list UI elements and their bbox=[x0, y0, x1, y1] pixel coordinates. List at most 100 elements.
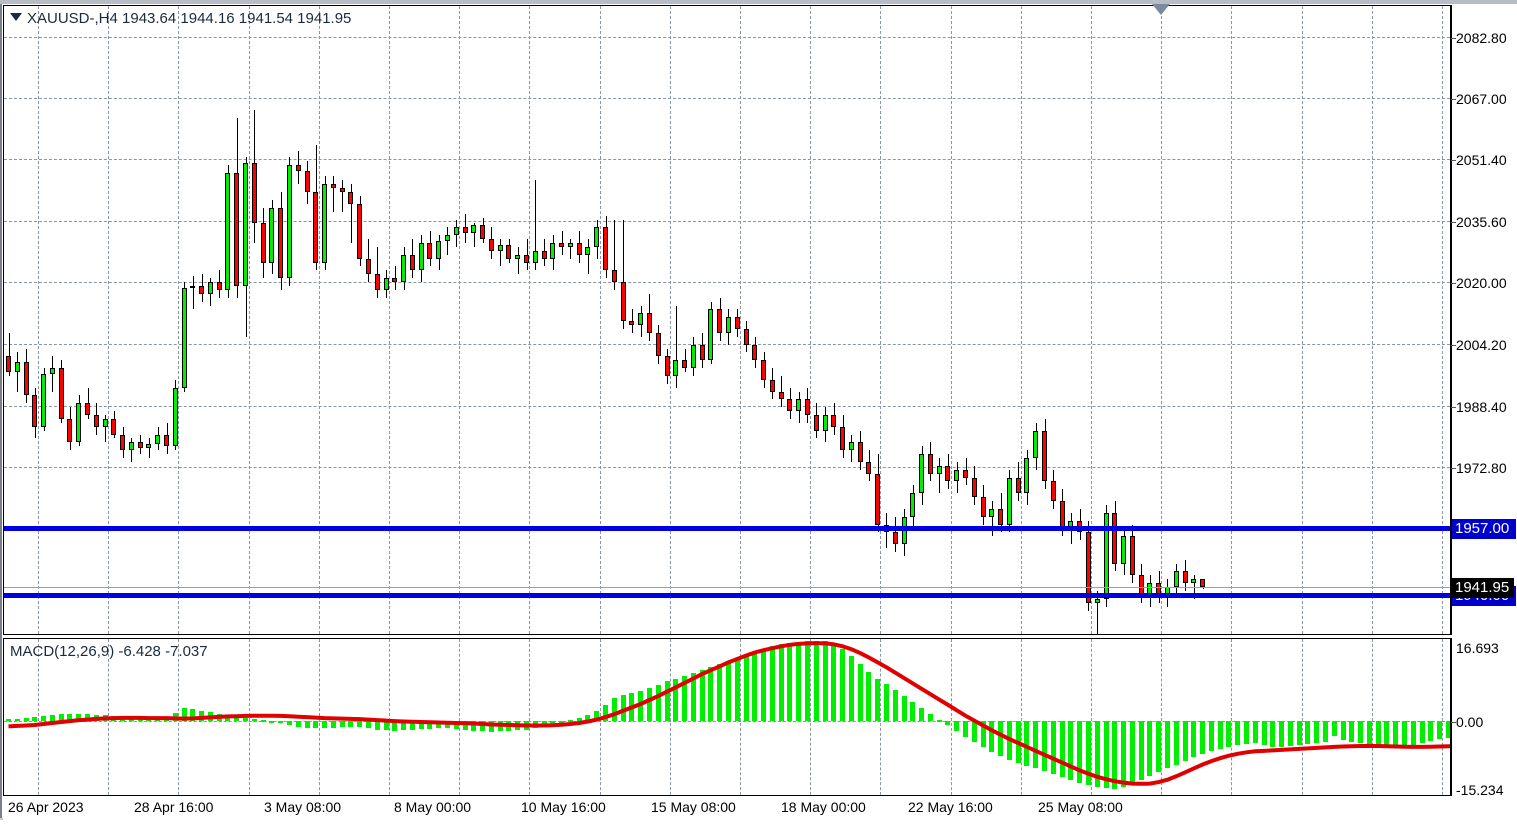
vertical-gridline bbox=[740, 639, 741, 795]
macd-histogram-bar bbox=[752, 652, 757, 721]
candle-bullish bbox=[1024, 458, 1029, 494]
price-level-line[interactable] bbox=[4, 526, 1450, 532]
macd-histogram-bar bbox=[1314, 720, 1319, 744]
candle-bullish bbox=[15, 362, 20, 372]
macd-plot-area[interactable] bbox=[4, 639, 1450, 795]
macd-histogram-bar bbox=[779, 644, 784, 721]
price-plot-area[interactable] bbox=[4, 6, 1450, 634]
candle-bearish bbox=[963, 469, 968, 478]
candle-bullish bbox=[585, 246, 590, 255]
macd-indicator-pane[interactable]: MACD(12,26,9) -6.428 -7.037 bbox=[3, 638, 1451, 796]
macd-tick-label: 0.00 bbox=[1456, 713, 1484, 730]
candle-bearish bbox=[6, 356, 11, 372]
candle-bearish bbox=[1060, 501, 1065, 529]
macd-histogram-bar bbox=[1104, 720, 1109, 788]
macd-histogram-bar bbox=[621, 695, 626, 721]
macd-histogram-bar bbox=[849, 656, 854, 721]
candle-bearish bbox=[656, 332, 661, 357]
vertical-gridline bbox=[1231, 639, 1232, 795]
vertical-gridline bbox=[1091, 639, 1092, 795]
candle-bearish bbox=[427, 242, 432, 259]
macd-histogram-bar bbox=[357, 720, 362, 728]
macd-histogram-bar bbox=[1209, 720, 1214, 751]
macd-label: MACD(12,26,9) -6.428 -7.037 bbox=[10, 643, 208, 660]
candle-bearish bbox=[682, 360, 687, 369]
triangle-down-icon[interactable] bbox=[10, 13, 22, 21]
price-scale-divider bbox=[1451, 5, 1452, 635]
macd-histogram-bar bbox=[945, 720, 950, 726]
horizontal-gridline bbox=[4, 159, 1450, 161]
candle-bullish bbox=[796, 399, 801, 412]
macd-histogram-bar bbox=[401, 720, 406, 731]
vertical-gridline bbox=[178, 6, 179, 634]
macd-histogram-bar bbox=[805, 641, 810, 721]
macd-histogram-bar bbox=[1446, 720, 1450, 739]
macd-histogram-bar bbox=[313, 720, 318, 729]
macd-histogram-bar bbox=[647, 688, 652, 721]
macd-histogram-bar bbox=[989, 720, 994, 752]
candle-bearish bbox=[489, 239, 494, 251]
candle-bearish bbox=[945, 465, 950, 482]
price-tick-mark bbox=[1451, 222, 1456, 224]
vertical-gridline bbox=[600, 6, 601, 634]
candle-wick bbox=[395, 266, 396, 290]
macd-histogram-bar bbox=[787, 642, 792, 721]
macd-histogram-bar bbox=[770, 646, 775, 721]
candle-wick bbox=[377, 246, 378, 298]
macd-histogram-bar bbox=[1376, 720, 1381, 745]
macd-scale[interactable]: 16.693 0.00 -15.234 bbox=[1451, 638, 1517, 798]
candle-bullish bbox=[910, 493, 915, 517]
macd-histogram-bar bbox=[682, 675, 687, 721]
price-tick-label: 2082.80 bbox=[1456, 29, 1507, 46]
vertical-gridline bbox=[459, 6, 460, 634]
candle-wick bbox=[588, 239, 589, 275]
price-level-line[interactable] bbox=[4, 592, 1450, 598]
vertical-gridline bbox=[38, 6, 39, 634]
candle-bearish bbox=[805, 399, 810, 416]
macd-histogram-bar bbox=[1428, 720, 1433, 742]
vertical-gridline bbox=[1021, 639, 1022, 795]
candle-bearish bbox=[340, 188, 345, 193]
macd-histogram-bar bbox=[577, 717, 582, 721]
vertical-gridline bbox=[249, 6, 250, 634]
candle-bearish bbox=[928, 454, 933, 474]
current-price-label: 1941.95 bbox=[1452, 578, 1514, 599]
macd-histogram-bar bbox=[392, 720, 397, 731]
candle-bearish bbox=[665, 356, 670, 376]
price-level-label[interactable]: 1957.00 bbox=[1452, 519, 1516, 540]
macd-histogram-bar bbox=[32, 716, 37, 721]
current-price-line bbox=[4, 587, 1450, 589]
candle-wick bbox=[518, 246, 519, 275]
vertical-gridline bbox=[1372, 6, 1373, 634]
macd-histogram-bar bbox=[919, 707, 924, 721]
vertical-gridline bbox=[319, 6, 320, 634]
macd-histogram-bar bbox=[287, 720, 292, 726]
candle-bullish bbox=[190, 285, 195, 288]
vertical-gridline bbox=[670, 6, 671, 634]
macd-histogram-bar bbox=[1262, 720, 1267, 745]
candle-bearish bbox=[296, 164, 301, 171]
macd-histogram-bar bbox=[1130, 720, 1135, 785]
price-scale[interactable]: 2082.80 2067.00 2051.40 2035.60 2020.00 2004.… bbox=[1451, 5, 1517, 635]
macd-histogram-bar bbox=[559, 720, 564, 723]
candle-bearish bbox=[612, 270, 617, 283]
macd-histogram-bar bbox=[875, 678, 880, 721]
vertical-gridline bbox=[1091, 6, 1092, 634]
macd-histogram-bar bbox=[278, 720, 283, 724]
price-tick-mark bbox=[1451, 344, 1456, 346]
macd-histogram-bar bbox=[823, 641, 828, 721]
macd-histogram-bar bbox=[1156, 720, 1161, 773]
price-chart-pane[interactable]: XAUUSD-,H4 1943.64 1944.16 1941.54 1941.… bbox=[3, 5, 1451, 635]
candle-wick bbox=[193, 276, 194, 310]
macd-histogram-bar bbox=[1332, 720, 1337, 737]
time-axis[interactable]: 26 Apr 2023 28 Apr 16:00 3 May 08:00 8 May … bbox=[3, 797, 1517, 821]
macd-histogram-bar bbox=[998, 720, 1003, 756]
macd-histogram-bar bbox=[612, 698, 617, 721]
candle-bearish bbox=[366, 258, 371, 275]
candle-bearish bbox=[111, 418, 116, 435]
macd-histogram-bar bbox=[1402, 720, 1407, 746]
vertical-gridline bbox=[1161, 6, 1162, 634]
macd-histogram-bar bbox=[1051, 720, 1056, 775]
horizontal-gridline bbox=[4, 282, 1450, 284]
macd-histogram-bar bbox=[585, 714, 590, 721]
